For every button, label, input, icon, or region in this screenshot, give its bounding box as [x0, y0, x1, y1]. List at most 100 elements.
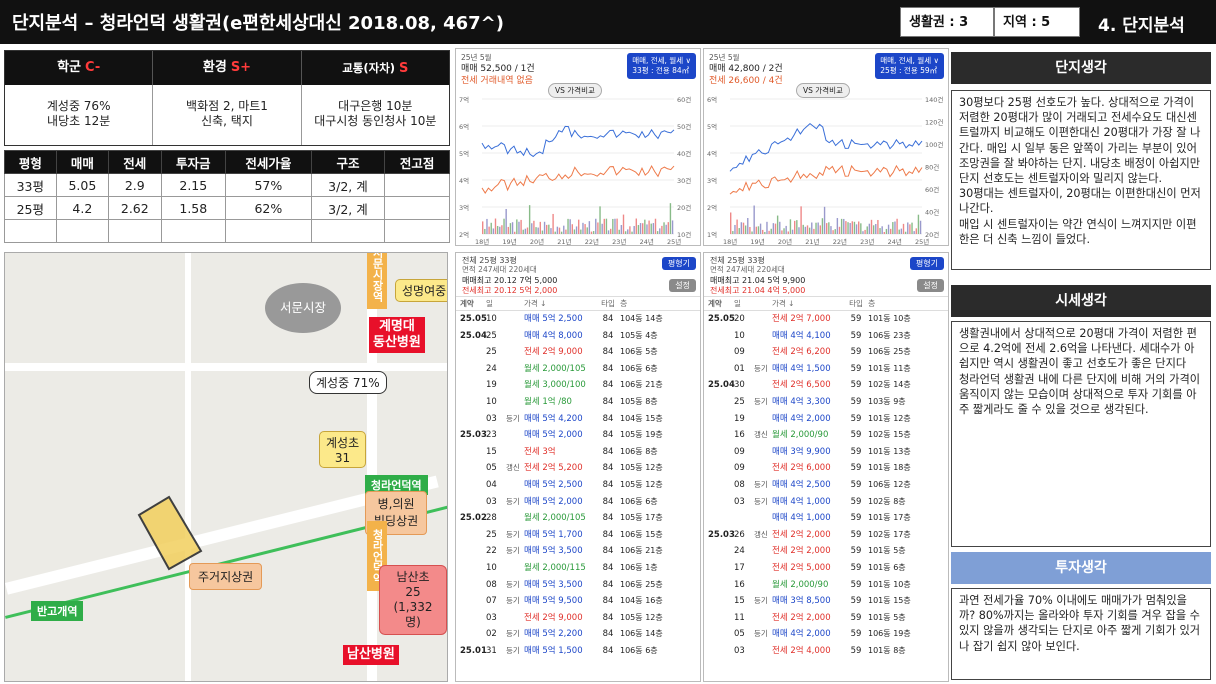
transaction-row[interactable]: 02 등기 매매 5억 2,200 84 106동 14층 — [456, 626, 700, 643]
transaction-row[interactable]: 16 갱신 월세 2,000/90 59 102동 15층 — [704, 427, 948, 444]
vs-compare-button[interactable]: VS 가격비교 — [796, 83, 850, 98]
volume-bar — [913, 231, 915, 234]
chart-filter-tag[interactable]: 매매, 전세, 월세 ∨ 33평 : 전용 84㎡ — [627, 53, 696, 79]
transaction-row[interactable]: 19 월세 3,000/100 84 106동 21층 — [456, 377, 700, 394]
building-cell: 101동 — [868, 446, 891, 456]
transaction-row[interactable]: 25.04 25 매매 4억 8,000 84 105동 4층 — [456, 328, 700, 345]
day-cell: 09 — [734, 463, 745, 474]
day-cell: 25 — [486, 529, 497, 540]
filter-tag-line2: 33평 : 전용 84㎡ — [632, 66, 690, 75]
transaction-row[interactable]: 25.01 31 등기 매매 5억 1,500 84 106동 6층 — [456, 643, 700, 660]
floor-cell: 19층 — [645, 430, 663, 440]
transaction-row[interactable]: 03 전세 2억 4,000 59 101동 8층 — [704, 643, 948, 660]
transaction-row[interactable]: 15 전세 3억 84 106동 8층 — [456, 444, 700, 461]
month-cell: 25.03 — [460, 430, 487, 441]
price-chart-33: 7억 6억 5억 4억 3억 2억 60건 50건 40건 30건 20건 10건 18년 19년 20년 2… — [455, 48, 701, 246]
jeonse-max: 전세최고 20.12 5억 2,000 — [462, 286, 558, 295]
building-floor-cell: 101동 12층 — [868, 411, 948, 428]
transaction-row[interactable]: 10 매매 4억 4,100 59 106동 23층 — [704, 328, 948, 345]
volume-bar — [633, 226, 635, 234]
transaction-row[interactable]: 09 전세 2억 6,200 59 106동 25층 — [704, 344, 948, 361]
transaction-row[interactable]: 03 등기 매매 4억 1,000 59 102동 8층 — [704, 494, 948, 511]
traffic-detail: 대구은행 10분 대구시청 동인청사 10분 — [314, 99, 437, 128]
transaction-row[interactable]: 16 월세 2,000/90 59 101동 10층 — [704, 577, 948, 594]
env-grade-header: 환경 S+ — [153, 51, 302, 85]
volume-bar — [808, 227, 811, 234]
volume-bar — [592, 231, 595, 234]
type-cell: 59 — [850, 330, 862, 341]
transaction-row[interactable]: 25.05 20 전세 2억 7,000 59 101동 10층 — [704, 311, 948, 328]
x-tick: 24년 — [640, 237, 654, 246]
type-cell: 84 — [602, 562, 614, 573]
status-cell — [506, 311, 524, 328]
transaction-row[interactable]: 19 매매 4억 2,000 59 101동 12층 — [704, 411, 948, 428]
settings-button[interactable]: 설정 — [917, 279, 944, 292]
area-tabs[interactable]: 전체 25평 33평 — [462, 256, 517, 265]
volume-bar — [612, 218, 614, 234]
transaction-row[interactable]: 15 등기 매매 3억 8,500 59 101동 15층 — [704, 593, 948, 610]
transaction-row[interactable]: 22 등기 매매 5억 3,500 84 106동 21층 — [456, 543, 700, 560]
transaction-row[interactable]: 25.04 30 전세 2억 6,500 59 102동 14층 — [704, 377, 948, 394]
volume-bar — [828, 222, 830, 234]
transaction-row[interactable]: 01 등기 매매 4억 1,500 59 101동 11층 — [704, 361, 948, 378]
volume-bar — [904, 231, 907, 234]
transaction-row[interactable]: 매매 4억 1,000 59 101동 17층 — [704, 510, 948, 527]
volume-bar — [800, 206, 802, 234]
transaction-row[interactable]: 05 등기 매매 4억 2,000 59 106동 19층 — [704, 626, 948, 643]
transaction-row[interactable]: 24 월세 2,000/105 84 106동 6층 — [456, 361, 700, 378]
chart-filter-tag[interactable]: 매매, 전세, 월세 ∨ 25평 : 전용 59㎡ — [875, 53, 944, 79]
vs-compare-button[interactable]: VS 가격비교 — [548, 83, 602, 98]
column-label: 계약 — [460, 299, 474, 308]
month-cell — [456, 543, 486, 560]
volume-bar — [573, 229, 576, 234]
transaction-row[interactable]: 08 등기 매매 4억 2,500 59 106동 12층 — [704, 477, 948, 494]
transaction-row[interactable]: 03 전세 2억 9,000 84 105동 12층 — [456, 610, 700, 627]
x-tick: 22년 — [585, 237, 599, 246]
volume-bar — [849, 223, 851, 234]
transaction-row[interactable]: 17 전세 2억 5,000 59 101동 6층 — [704, 560, 948, 577]
building-cell: 106동 — [868, 330, 891, 340]
transaction-row[interactable]: 25.03 26 갱신 전세 2억 2,000 59 102동 17층 — [704, 527, 948, 544]
floor-cell: 8층 — [645, 396, 658, 406]
transaction-row[interactable]: 09 전세 2억 6,000 59 101동 18층 — [704, 460, 948, 477]
volume-bar — [738, 228, 740, 234]
transaction-row[interactable]: 24 전세 2억 2,000 59 101동 5층 — [704, 543, 948, 560]
unit-counts: 면적 247세대 220세대 — [462, 265, 537, 274]
building-floor-cell: 106동 14층 — [620, 626, 700, 643]
volume-bar — [794, 220, 796, 234]
transaction-row[interactable]: 09 매매 3억 9,900 59 101동 13층 — [704, 444, 948, 461]
transaction-row[interactable]: 04 매매 5억 2,500 84 105동 12층 — [456, 477, 700, 494]
transaction-row[interactable]: 10 월세 2,000/115 84 106동 1층 — [456, 560, 700, 577]
settings-button[interactable]: 설정 — [669, 279, 696, 292]
month-cell — [456, 361, 486, 378]
y-tick-right: 100건 — [925, 140, 943, 149]
transaction-row[interactable]: 10 월세 1억 /80 84 105동 8층 — [456, 394, 700, 411]
transaction-row[interactable]: 08 등기 매매 5억 3,500 84 106동 25층 — [456, 577, 700, 594]
transaction-row[interactable]: 07 등기 매매 5억 9,500 84 104동 16층 — [456, 593, 700, 610]
transaction-row[interactable]: 25.02 28 월세 2,000/105 84 105동 17층 — [456, 510, 700, 527]
transaction-row[interactable]: 03 등기 매매 5억 2,000 84 106동 6층 — [456, 494, 700, 511]
size-filter-button[interactable]: 평형기 — [909, 257, 944, 270]
day-cell: 15 — [486, 446, 497, 457]
volume-bar — [639, 223, 642, 234]
transaction-row[interactable]: 03 등기 매매 5억 4,200 84 104동 15층 — [456, 411, 700, 428]
month-cell — [704, 361, 734, 378]
transaction-row[interactable]: 25.03 23 매매 5억 2,000 84 105동 19층 — [456, 427, 700, 444]
transaction-row[interactable]: 25.05 10 매매 5억 2,500 84 104동 14층 — [456, 311, 700, 328]
volume-bar — [548, 224, 550, 234]
building-cell: 101동 — [868, 314, 891, 323]
area-tabs[interactable]: 전체 25평 33평 — [710, 256, 765, 265]
size-filter-button[interactable]: 평형기 — [661, 257, 696, 270]
transaction-row[interactable]: 25 등기 매매 4억 3,300 59 103동 9층 — [704, 394, 948, 411]
transaction-row[interactable]: 25 전세 2억 9,000 84 106동 5층 — [456, 344, 700, 361]
market-thoughts-title: 시세생각 — [951, 285, 1211, 317]
month-cell — [456, 411, 486, 428]
transaction-row[interactable]: 05 갱신 전세 2억 5,200 84 105동 12층 — [456, 460, 700, 477]
transaction-row[interactable]: 25 등기 매매 5억 1,700 84 106동 15층 — [456, 527, 700, 544]
x-tick: 20년 — [530, 237, 544, 246]
type-cell: 59 — [850, 579, 862, 590]
status-cell — [754, 311, 772, 328]
volume-bar — [503, 218, 505, 234]
volume-bar — [881, 226, 883, 234]
transaction-row[interactable]: 11 전세 2억 2,000 59 101동 5층 — [704, 610, 948, 627]
